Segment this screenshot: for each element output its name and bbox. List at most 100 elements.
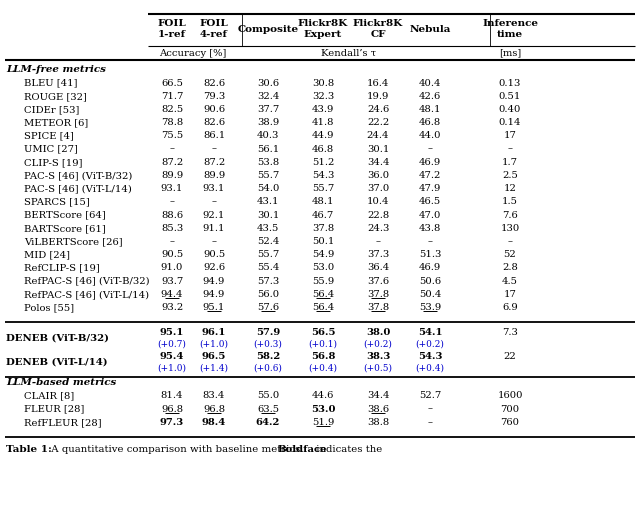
- Text: RefPAC-S [46] (ViT-B/32): RefPAC-S [46] (ViT-B/32): [24, 277, 150, 286]
- Text: 22: 22: [504, 352, 516, 361]
- Text: 50.1: 50.1: [312, 237, 334, 246]
- Text: 81.4: 81.4: [161, 392, 183, 400]
- Text: 51.2: 51.2: [312, 158, 334, 167]
- Text: 66.5: 66.5: [161, 79, 183, 88]
- Text: 42.6: 42.6: [419, 92, 441, 101]
- Text: 6.9: 6.9: [502, 303, 518, 312]
- Text: 700: 700: [500, 405, 520, 414]
- Text: 17: 17: [504, 290, 516, 299]
- Text: ViLBERTScore [26]: ViLBERTScore [26]: [24, 237, 123, 246]
- Text: 43.9: 43.9: [312, 105, 334, 114]
- Text: 54.0: 54.0: [257, 185, 279, 193]
- Text: 37.0: 37.0: [367, 185, 389, 193]
- Text: LLM-free metrics: LLM-free metrics: [6, 65, 106, 75]
- Text: (+1.0): (+1.0): [200, 339, 228, 348]
- Text: 95.1: 95.1: [160, 328, 184, 337]
- Text: 57.3: 57.3: [257, 277, 279, 286]
- Text: 75.5: 75.5: [161, 132, 183, 140]
- Text: 40.3: 40.3: [257, 132, 279, 140]
- Text: Flickr8K
CF: Flickr8K CF: [353, 20, 403, 39]
- Text: 90.5: 90.5: [161, 250, 183, 259]
- Text: 53.8: 53.8: [257, 158, 279, 167]
- Text: Kendall’s τ: Kendall’s τ: [321, 48, 376, 58]
- Text: 37.7: 37.7: [257, 105, 279, 114]
- Text: 37.8: 37.8: [367, 290, 389, 299]
- Text: (+0.1): (+0.1): [308, 339, 337, 348]
- Text: 54.3: 54.3: [418, 352, 442, 361]
- Text: –: –: [170, 197, 175, 207]
- Text: 93.1: 93.1: [161, 185, 183, 193]
- Text: 53.0: 53.0: [311, 405, 335, 414]
- Text: 44.6: 44.6: [312, 392, 334, 400]
- Text: 0.40: 0.40: [499, 105, 521, 114]
- Text: –: –: [211, 237, 216, 246]
- Text: 37.8: 37.8: [312, 224, 334, 233]
- Text: –: –: [508, 237, 513, 246]
- Text: 98.4: 98.4: [202, 418, 226, 427]
- Text: 55.4: 55.4: [257, 264, 279, 272]
- Text: 36.0: 36.0: [367, 171, 389, 180]
- Text: 22.2: 22.2: [367, 118, 389, 127]
- Text: 87.2: 87.2: [203, 158, 225, 167]
- Text: PAC-S [46] (ViT-B/32): PAC-S [46] (ViT-B/32): [24, 171, 132, 180]
- Text: ROUGE [32]: ROUGE [32]: [24, 92, 87, 101]
- Text: 56.5: 56.5: [311, 328, 335, 337]
- Text: 760: 760: [500, 418, 520, 427]
- Text: 7.3: 7.3: [502, 328, 518, 337]
- Text: 55.7: 55.7: [257, 171, 279, 180]
- Text: 38.0: 38.0: [366, 328, 390, 337]
- Text: FLEUR [28]: FLEUR [28]: [24, 405, 84, 414]
- Text: –: –: [428, 405, 433, 414]
- Text: –: –: [428, 237, 433, 246]
- Text: (+0.2): (+0.2): [415, 339, 444, 348]
- Text: 51.3: 51.3: [419, 250, 441, 259]
- Text: 37.8: 37.8: [367, 303, 389, 312]
- Text: 24.4: 24.4: [367, 132, 389, 140]
- Text: 10.4: 10.4: [367, 197, 389, 207]
- Text: BARTScore [61]: BARTScore [61]: [24, 224, 106, 233]
- Text: 46.9: 46.9: [419, 264, 441, 272]
- Text: Polos [55]: Polos [55]: [24, 303, 74, 312]
- Text: (+1.4): (+1.4): [200, 363, 228, 372]
- Text: FOIL
4-ref: FOIL 4-ref: [200, 20, 228, 39]
- Text: 94.4: 94.4: [161, 290, 183, 299]
- Text: DENEB (ViT-B/32): DENEB (ViT-B/32): [6, 334, 109, 343]
- Text: Flickr8K
Expert: Flickr8K Expert: [298, 20, 348, 39]
- Text: 2.5: 2.5: [502, 171, 518, 180]
- Text: 40.4: 40.4: [419, 79, 441, 88]
- Text: (+0.4): (+0.4): [415, 363, 445, 372]
- Text: 92.1: 92.1: [203, 211, 225, 219]
- Text: 0.13: 0.13: [499, 79, 521, 88]
- Text: METEOR [6]: METEOR [6]: [24, 118, 88, 127]
- Text: 17: 17: [504, 132, 516, 140]
- Text: 38.3: 38.3: [366, 352, 390, 361]
- Text: 0.51: 0.51: [499, 92, 521, 101]
- Text: BERTScore [64]: BERTScore [64]: [24, 211, 106, 219]
- Text: 38.9: 38.9: [257, 118, 279, 127]
- Text: –: –: [170, 145, 175, 154]
- Text: 34.4: 34.4: [367, 392, 389, 400]
- Text: 41.8: 41.8: [312, 118, 334, 127]
- Text: 32.4: 32.4: [257, 92, 279, 101]
- Text: CLAIR [8]: CLAIR [8]: [24, 392, 74, 400]
- Text: UMIC [27]: UMIC [27]: [24, 145, 78, 154]
- Text: 55.9: 55.9: [312, 277, 334, 286]
- Text: RefFLEUR [28]: RefFLEUR [28]: [24, 418, 102, 427]
- Text: 37.6: 37.6: [367, 277, 389, 286]
- Text: RefCLIP-S [19]: RefCLIP-S [19]: [24, 264, 100, 272]
- Text: Composite: Composite: [237, 25, 299, 33]
- Text: 44.0: 44.0: [419, 132, 441, 140]
- Text: 82.6: 82.6: [203, 118, 225, 127]
- Text: DENEB (ViT-L/14): DENEB (ViT-L/14): [6, 358, 108, 367]
- Text: 50.4: 50.4: [419, 290, 441, 299]
- Text: 97.3: 97.3: [160, 418, 184, 427]
- Text: (+0.3): (+0.3): [253, 339, 282, 348]
- Text: 130: 130: [500, 224, 520, 233]
- Text: –: –: [211, 197, 216, 207]
- Text: 34.4: 34.4: [367, 158, 389, 167]
- Text: 54.3: 54.3: [312, 171, 334, 180]
- Text: 19.9: 19.9: [367, 92, 389, 101]
- Text: 43.1: 43.1: [257, 197, 279, 207]
- Text: (+0.5): (+0.5): [364, 363, 392, 372]
- Text: 30.1: 30.1: [367, 145, 389, 154]
